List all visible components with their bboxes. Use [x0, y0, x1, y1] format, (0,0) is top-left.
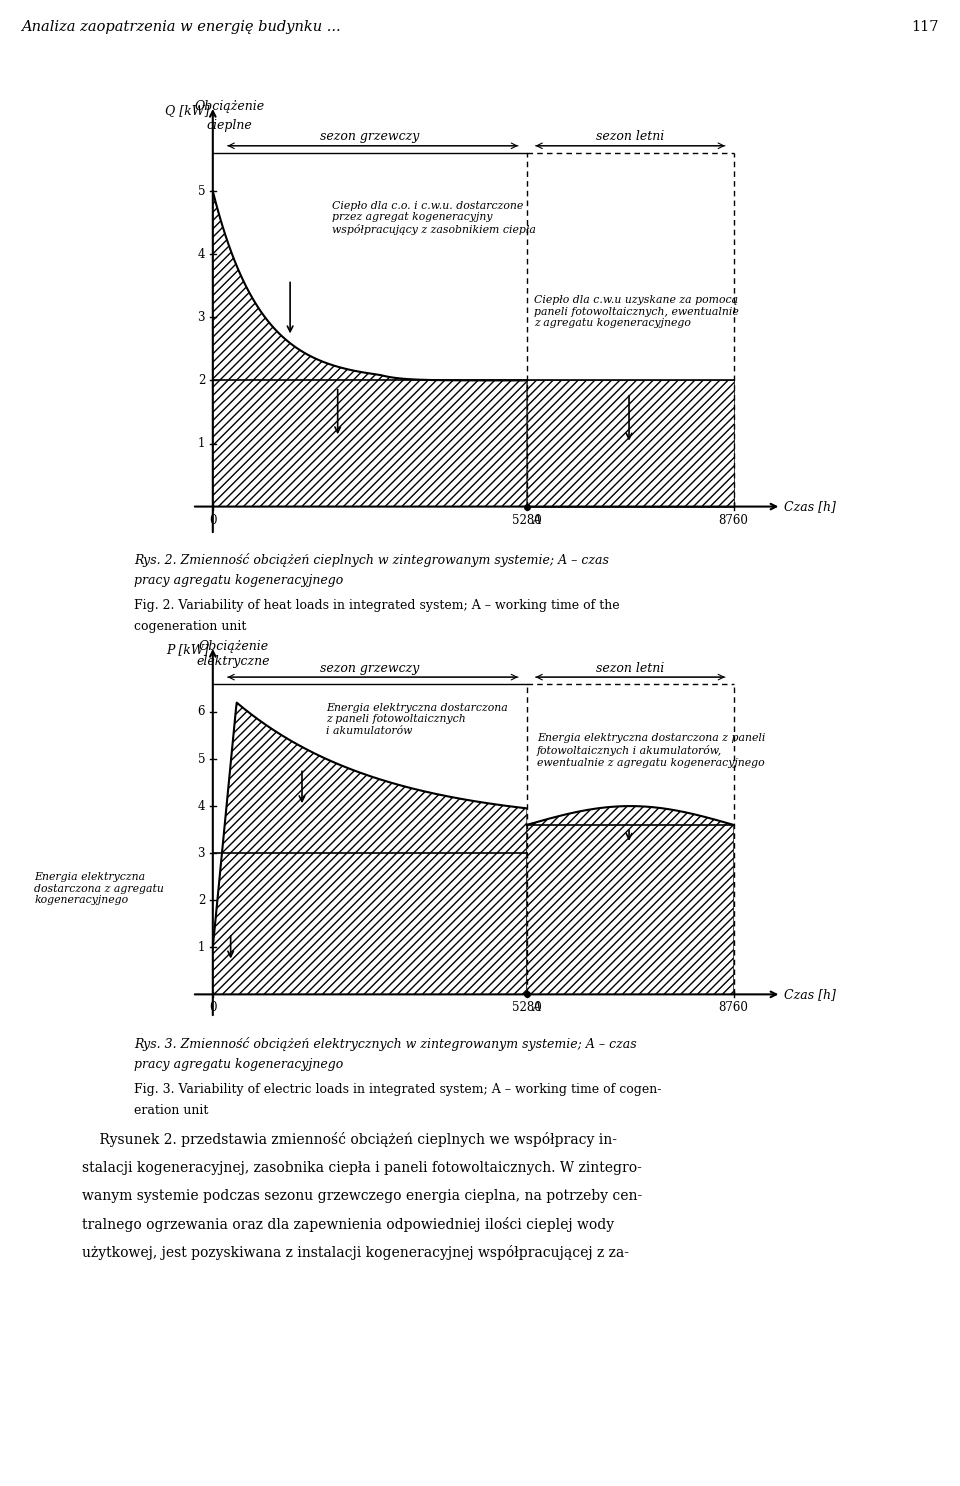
- Text: sezon grzewczy: sezon grzewczy: [320, 661, 420, 675]
- Text: 4: 4: [198, 799, 205, 813]
- Text: pracy agregatu kogeneracyjnego: pracy agregatu kogeneracyjnego: [134, 574, 344, 587]
- Text: Fig. 3. Variability of electric loads in integrated system; A – working time of : Fig. 3. Variability of electric loads in…: [134, 1083, 661, 1097]
- Text: 2: 2: [198, 893, 205, 906]
- Text: Czas [h]: Czas [h]: [784, 988, 836, 1002]
- Text: P [kW]: P [kW]: [167, 643, 209, 657]
- Text: Fig. 2. Variability of heat loads in integrated system; A – working time of the: Fig. 2. Variability of heat loads in int…: [134, 599, 620, 612]
- Text: Ciepło dla c.w.u uzyskane za pomocą
paneli fotowoltaicznych, ewentualnie
z agreg: Ciepło dla c.w.u uzyskane za pomocą pane…: [534, 296, 738, 328]
- Text: 4: 4: [198, 248, 205, 260]
- Text: Rysunek 2. przedstawia zmienność obciążeń cieplnych we współpracy in-: Rysunek 2. przedstawia zmienność obciąże…: [82, 1132, 616, 1147]
- Text: cieplne: cieplne: [206, 119, 252, 132]
- Text: Q [kW]: Q [kW]: [165, 104, 209, 117]
- Text: 1: 1: [198, 437, 205, 450]
- Text: 8760: 8760: [719, 514, 749, 528]
- Text: 2: 2: [198, 374, 205, 386]
- Text: wanym systemie podczas sezonu grzewczego energia cieplna, na potrzeby cen-: wanym systemie podczas sezonu grzewczego…: [82, 1189, 642, 1202]
- Text: 5280: 5280: [512, 1002, 541, 1013]
- Text: Czas [h]: Czas [h]: [784, 501, 836, 513]
- Text: Obciążenie: Obciążenie: [194, 100, 265, 113]
- Text: A: A: [533, 514, 541, 528]
- Text: pracy agregatu kogeneracyjnego: pracy agregatu kogeneracyjnego: [134, 1058, 344, 1071]
- Text: Energia elektryczna dostarczona
z paneli fotowoltaicznych
i akumulatorów: Energia elektryczna dostarczona z paneli…: [325, 703, 508, 736]
- Text: 0: 0: [209, 1002, 217, 1013]
- Text: sezon letni: sezon letni: [596, 661, 664, 675]
- Text: 5: 5: [198, 184, 205, 198]
- Text: Analiza zaopatrzenia w energię budynku ...: Analiza zaopatrzenia w energię budynku .…: [21, 19, 341, 34]
- Text: tralnego ogrzewania oraz dla zapewnienia odpowiedniej ilości cieplej wody: tralnego ogrzewania oraz dla zapewnienia…: [82, 1217, 613, 1232]
- Text: sezon grzewczy: sezon grzewczy: [320, 129, 420, 143]
- Text: użytkowej, jest pozyskiwana z instalacji kogeneracyjnej współpracującej z za-: użytkowej, jest pozyskiwana z instalacji…: [82, 1245, 629, 1260]
- Text: cogeneration unit: cogeneration unit: [134, 620, 247, 633]
- Text: 8760: 8760: [719, 1002, 749, 1013]
- Text: Rys. 3. Zmienność obciążeń elektrycznych w zintegrowanym systemie; A – czas: Rys. 3. Zmienność obciążeń elektrycznych…: [134, 1037, 637, 1051]
- Text: Energia elektryczna dostarczona z paneli
fotowoltaicznych i akumulatorów,
ewentu: Energia elektryczna dostarczona z paneli…: [537, 733, 765, 768]
- Text: 5: 5: [198, 752, 205, 765]
- Text: 6: 6: [198, 706, 205, 718]
- Text: elektryczne: elektryczne: [197, 655, 271, 669]
- Text: sezon letni: sezon letni: [596, 129, 664, 143]
- Text: Rys. 2. Zmienność obciążeń cieplnych w zintegrowanym systemie; A – czas: Rys. 2. Zmienność obciążeń cieplnych w z…: [134, 553, 610, 566]
- Text: eration unit: eration unit: [134, 1104, 208, 1117]
- Text: 0: 0: [209, 514, 217, 528]
- Text: Obciążenie: Obciążenie: [199, 640, 269, 654]
- Text: 3: 3: [198, 311, 205, 324]
- Text: Ciepło dla c.o. i c.w.u. dostarczone
przez agregat kogeneracyjny
współpracujący : Ciepło dla c.o. i c.w.u. dostarczone prz…: [332, 201, 536, 235]
- Text: stalacji kogeneracyjnej, zasobnika ciepła i paneli fotowoltaicznych. W zintegro-: stalacji kogeneracyjnej, zasobnika ciepł…: [82, 1161, 641, 1174]
- Text: Energia elektryczna
dostarczona z agregatu
kogeneracyjnego: Energia elektryczna dostarczona z agrega…: [35, 872, 164, 905]
- Text: 3: 3: [198, 847, 205, 860]
- Text: 5280: 5280: [512, 514, 541, 528]
- Text: 117: 117: [911, 19, 939, 34]
- Text: A: A: [533, 1002, 541, 1013]
- Text: 1: 1: [198, 941, 205, 954]
